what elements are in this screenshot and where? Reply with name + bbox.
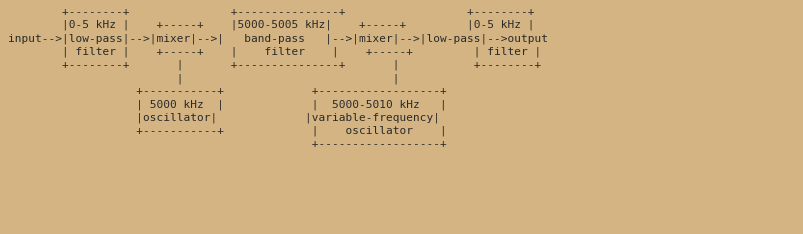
Text: +--------+               +---------------+                  +--------+
        |: +--------+ +---------------+ +--------+ … <box>8 7 548 149</box>
